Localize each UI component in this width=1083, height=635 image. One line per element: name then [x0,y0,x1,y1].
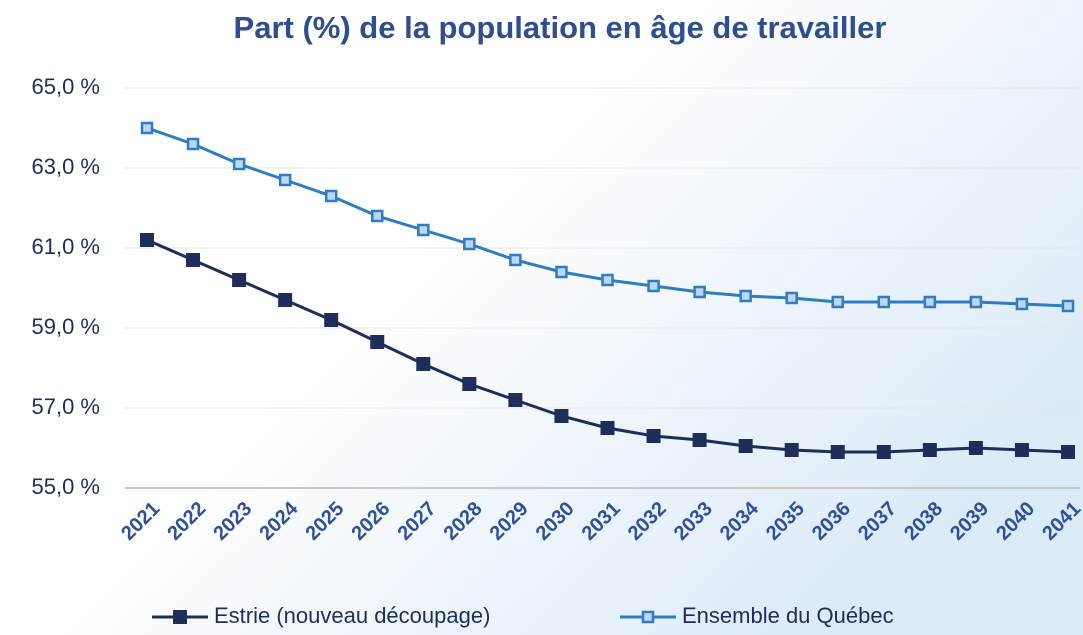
marker [278,293,293,307]
marker [693,285,706,299]
marker [785,291,798,305]
marker [830,445,845,459]
marker [784,443,799,457]
marker [876,445,891,459]
marker [371,209,384,223]
legend-label: Estrie (nouveau découpage) [214,603,490,628]
marker [647,279,660,293]
marker [140,233,154,247]
legend-marker [173,610,187,624]
y-tick-label: 57,0 % [32,394,101,419]
marker [232,273,247,287]
marker [738,439,753,453]
y-tick-label: 55,0 % [32,474,101,499]
chart-title: Part (%) de la population en âge de trav… [234,10,887,45]
y-tick-label: 63,0 % [32,154,101,179]
marker [646,429,661,443]
marker [232,157,246,171]
marker [462,377,477,391]
marker [877,295,891,309]
marker [831,295,844,309]
y-tick-label: 61,0 % [32,234,101,259]
marker [186,137,200,151]
marker [600,421,615,435]
marker [1014,443,1029,457]
legend-marker [641,610,655,624]
marker [555,265,568,279]
marker [509,253,522,267]
marker [140,121,154,135]
y-tick-label: 65,0 % [32,74,101,99]
marker [922,443,937,457]
marker [692,433,707,447]
marker [968,441,983,455]
marker [1061,445,1075,459]
marker [923,295,937,309]
marker [416,357,431,371]
marker [186,253,201,267]
marker [463,237,476,251]
marker [370,335,385,349]
marker [1015,297,1029,311]
marker [324,313,339,327]
marker [739,289,752,303]
marker [554,409,569,423]
legend-label: Ensemble du Québec [682,603,894,628]
marker [278,173,292,187]
marker [508,393,523,407]
marker [1061,299,1075,313]
marker [324,189,338,203]
y-tick-label: 59,0 % [32,314,101,339]
marker [601,273,614,287]
marker [969,295,983,309]
marker [417,223,430,237]
